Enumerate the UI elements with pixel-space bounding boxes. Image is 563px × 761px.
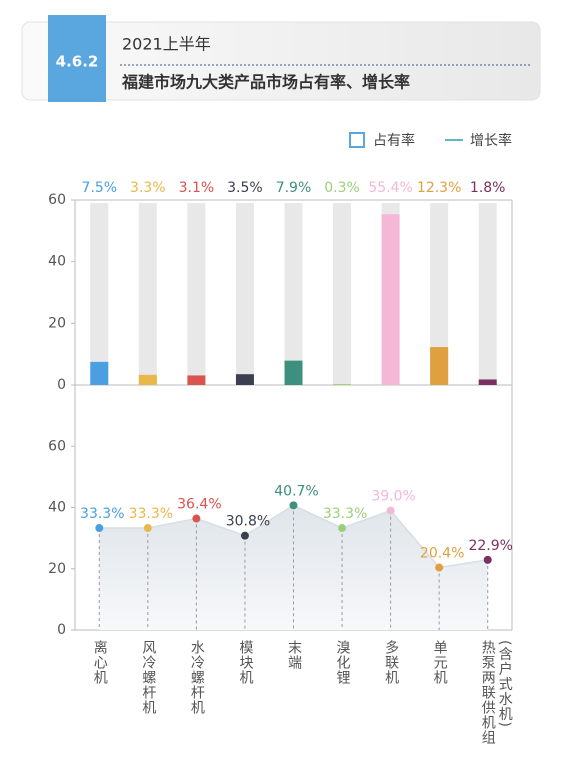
bar xyxy=(478,379,497,385)
bar xyxy=(333,384,352,385)
bar-background xyxy=(284,203,303,385)
value-label: 7.9% xyxy=(276,180,312,196)
legend-swatch xyxy=(349,132,365,148)
x-tick-label: 离心机 xyxy=(91,640,108,685)
legend-label: 增长率 xyxy=(470,132,512,149)
value-label: 30.8% xyxy=(226,514,270,530)
value-label: 33.3% xyxy=(80,506,124,522)
x-tick-label: 多联机 xyxy=(383,640,400,685)
value-label: 12.3% xyxy=(417,180,461,196)
bar xyxy=(138,374,157,385)
y-tick-label: 0 xyxy=(57,377,66,393)
point xyxy=(338,524,347,533)
y-tick-label: 0 xyxy=(57,622,66,638)
y-tick-label: 20 xyxy=(48,315,66,331)
y-tick-label: 40 xyxy=(48,500,66,516)
point xyxy=(143,524,152,533)
bar-background xyxy=(478,203,497,385)
bar xyxy=(284,360,303,385)
point xyxy=(95,524,104,533)
y-tick-label: 20 xyxy=(48,561,66,577)
bar xyxy=(381,214,400,385)
value-label: 33.3% xyxy=(129,506,173,522)
value-label: 7.5% xyxy=(81,180,117,196)
y-tick-label: 60 xyxy=(48,192,66,208)
value-label: 0.3% xyxy=(324,180,360,196)
value-label: 22.9% xyxy=(468,538,512,554)
bar xyxy=(90,361,109,385)
header-subtitle: 福建市场九大类产品市场占有率、增长率 xyxy=(121,73,410,92)
point xyxy=(192,514,201,523)
value-label: 20.4% xyxy=(420,546,464,562)
value-label: 3.3% xyxy=(130,180,166,196)
value-label: 3.1% xyxy=(179,180,215,196)
header-box xyxy=(21,21,541,101)
bar-background xyxy=(187,203,206,385)
value-label: 1.8% xyxy=(470,180,506,196)
bar-background xyxy=(138,203,157,385)
value-label: 3.5% xyxy=(227,180,263,196)
x-tick-label: 水冷螺杆机 xyxy=(188,640,205,715)
x-tick-label: 溴化锂 xyxy=(334,640,351,685)
x-tick-label: 热泵两联供机组(含户式水机) xyxy=(479,640,513,745)
x-tick-label: 风冷螺杆机 xyxy=(140,640,157,715)
x-tick-label: 模块机 xyxy=(237,640,254,685)
point xyxy=(289,501,298,510)
y-tick-label: 40 xyxy=(48,254,66,270)
value-label: 36.4% xyxy=(177,497,221,513)
legend-label: 占有率 xyxy=(373,132,415,149)
point xyxy=(240,531,249,540)
value-label: 39.0% xyxy=(371,489,415,505)
bar-background xyxy=(430,203,449,385)
bar xyxy=(187,375,206,385)
section-tab xyxy=(48,15,106,102)
value-label: 40.7% xyxy=(274,483,318,499)
x-tick-label: 末端 xyxy=(286,640,302,670)
value-label: 33.3% xyxy=(323,506,367,522)
y-tick-label: 60 xyxy=(48,438,66,454)
bar xyxy=(430,347,449,385)
bar-background xyxy=(333,203,352,385)
bar-background xyxy=(235,203,254,385)
section-number: 4.6.2 xyxy=(56,53,99,71)
header-title: 2021上半年 xyxy=(122,35,211,54)
value-label: 55.4% xyxy=(368,180,412,196)
point xyxy=(435,563,444,572)
x-tick-label: 单元机 xyxy=(431,640,448,685)
point xyxy=(483,555,492,564)
bar xyxy=(235,374,254,385)
point xyxy=(386,506,395,515)
bar-background xyxy=(90,203,109,385)
